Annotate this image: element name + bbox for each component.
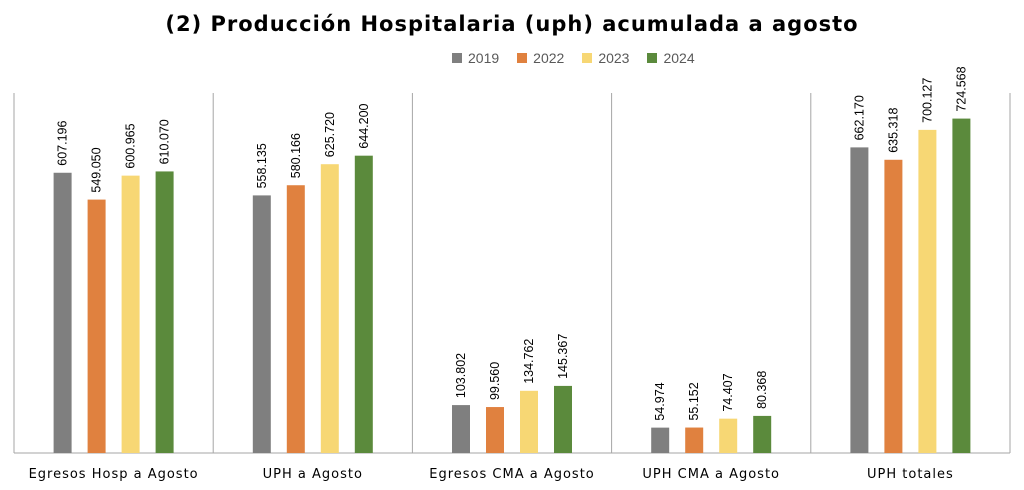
legend-swatch-2024 [647,53,658,63]
legend-label-2024: 2024 [663,50,695,66]
legend-item-2019: 2019 [452,50,499,66]
bar-2024 [753,415,772,453]
data-label-2024: 80.368 [755,371,769,409]
category-label: Egresos Hosp a Agosto [29,467,199,482]
data-label-2019: 607.196 [56,121,70,166]
bar-2022 [884,159,903,453]
data-label-2024: 610.070 [158,119,172,164]
bar-2019 [651,427,670,453]
bar-2023 [520,390,538,453]
bar-2019 [850,147,869,454]
data-label-2022: 99.560 [488,362,502,400]
data-label-2024: 724.568 [954,66,968,111]
data-label-2023: 134.762 [522,339,536,384]
bar-2022 [87,199,106,453]
data-label-2024: 145.367 [556,334,570,379]
data-label-2022: 580.166 [289,133,303,178]
legend-item-2024: 2024 [647,50,695,66]
bar-2024 [155,171,174,453]
bar-2022 [486,407,504,453]
bar-2023 [719,418,738,453]
category-label: UPH totales [867,467,954,482]
data-label-2023: 700.127 [920,78,934,123]
chart-title: (2) Producción Hospitalaria (uph) acumul… [165,12,859,36]
legend-swatch-2023 [582,53,593,63]
data-label-2023: 625.720 [323,112,337,157]
bar-2023 [121,175,140,454]
category-label: UPH CMA a Agosto [642,467,780,482]
bar-2023 [918,129,937,454]
data-label-2024: 644.200 [357,103,371,148]
bar-2019 [452,405,470,453]
bar-2019 [53,172,72,454]
data-label-2022: 549.050 [90,147,104,192]
bar-2024 [554,385,572,453]
data-label-2023: 74.407 [721,373,735,411]
legend-label-2023: 2023 [598,50,630,66]
legend-swatch-2019 [452,53,462,63]
bar-2024 [952,118,971,454]
data-label-2019: 662.170 [852,95,866,140]
data-label-2019: 558.135 [255,143,269,188]
legend-item-2022: 2022 [517,50,564,66]
data-label-2022: 55.152 [687,382,701,420]
legend-swatch-2022 [517,53,528,63]
bar-2022 [685,427,704,453]
legend: 2019 2022 2023 2024 [452,50,695,66]
data-label-2022: 635.318 [886,108,900,153]
data-label-2023: 600.965 [124,123,138,168]
bar-2023 [320,164,339,453]
legend-item-2023: 2023 [582,50,629,66]
data-label-2019: 103.802 [454,353,468,398]
bar-2024 [354,155,373,453]
bar-2019 [252,195,271,453]
bar-2022 [286,185,305,453]
legend-label-2022: 2022 [533,50,565,66]
category-label: UPH a Agosto [263,467,363,482]
category-label: Egresos CMA a Agosto [429,467,595,482]
legend-label-2019: 2019 [468,50,500,66]
data-label-2019: 54.974 [653,382,667,420]
